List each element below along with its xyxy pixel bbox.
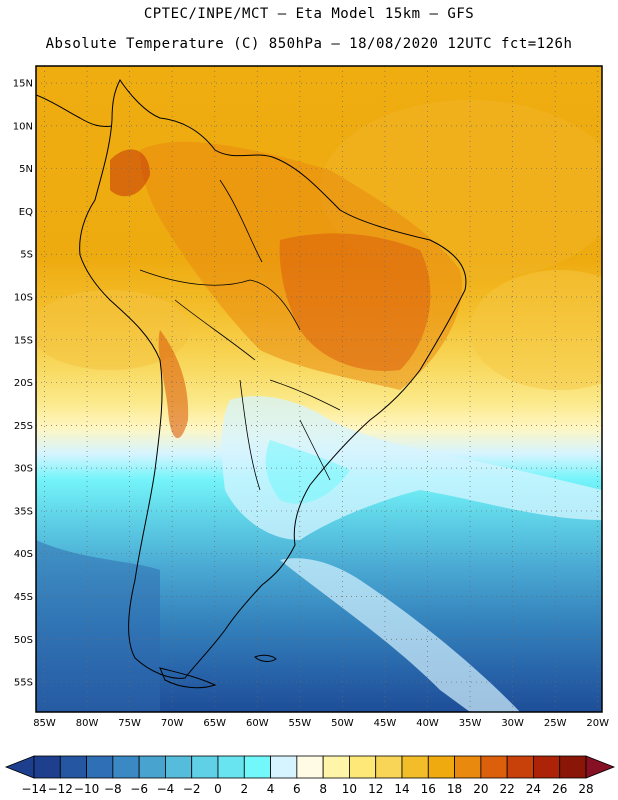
colorbar-label: 28: [578, 782, 593, 796]
colorbar-swatch: [402, 756, 428, 778]
temperature-field: [30, 66, 618, 712]
colorbar-swatch: [87, 756, 113, 778]
lat-label: 45S: [14, 592, 33, 603]
colorbar-label: −6: [130, 782, 148, 796]
colorbar: [6, 756, 614, 778]
lon-label: 25W: [544, 718, 567, 729]
lon-label: 50W: [331, 718, 354, 729]
colorbar-label: −10: [74, 782, 99, 796]
colorbar-swatch: [349, 756, 375, 778]
lat-label: 10N: [13, 121, 33, 132]
colorbar-label: 22: [500, 782, 515, 796]
colorbar-label: 24: [526, 782, 541, 796]
colorbar-swatch: [560, 756, 586, 778]
lon-label: 70W: [161, 718, 184, 729]
lon-label: 85W: [33, 718, 56, 729]
field-cold-pacific: [36, 540, 160, 712]
colorbar-label: 2: [240, 782, 248, 796]
colorbar-label: 12: [368, 782, 383, 796]
colorbar-label: 0: [214, 782, 222, 796]
lat-label: 5S: [20, 250, 33, 261]
colorbar-label: −12: [48, 782, 73, 796]
lon-label: 40W: [416, 718, 439, 729]
lon-label: 35W: [459, 718, 482, 729]
figure: 15N 10N 5N EQ 5S 10S 15S 20S 25S 30S 35S 40S 45S 50S 5…: [0, 0, 618, 800]
lon-label: 65W: [203, 718, 226, 729]
colorbar-swatch: [481, 756, 507, 778]
lon-label: 20W: [586, 718, 609, 729]
lon-label: 45W: [374, 718, 397, 729]
colorbar-label: 20: [473, 782, 488, 796]
colorbar-swatch: [455, 756, 481, 778]
longitude-labels: 85W 80W 75W 70W 65W 60W 55W 50W 45W 40W 35W 30W 25W 2…: [33, 718, 609, 729]
lon-label: 60W: [246, 718, 269, 729]
colorbar-swatch: [376, 756, 402, 778]
colorbar-swatch: [34, 756, 60, 778]
lat-label: 50S: [14, 635, 33, 646]
colorbar-swatch: [428, 756, 454, 778]
lat-label: 55S: [14, 678, 33, 689]
lat-label: 30S: [14, 464, 33, 475]
colorbar-label: 8: [319, 782, 327, 796]
colorbar-swatch: [165, 756, 191, 778]
colorbar-swatch: [507, 756, 533, 778]
colorbar-label: 26: [552, 782, 567, 796]
lat-label: 20S: [14, 378, 33, 389]
lon-label: 55W: [289, 718, 312, 729]
colorbar-swatch: [60, 756, 86, 778]
latitude-labels: 15N 10N 5N EQ 5S 10S 15S 20S 25S 30S 35S 40S 45S 50S 5…: [13, 79, 33, 689]
lat-label: 25S: [14, 421, 33, 432]
colorbar-swatch: [323, 756, 349, 778]
colorbar-swatch: [192, 756, 218, 778]
lat-label: 15S: [14, 335, 33, 346]
colorbar-label: 6: [293, 782, 301, 796]
colorbar-swatch: [244, 756, 270, 778]
colorbar-label: 18: [447, 782, 462, 796]
lon-label: 30W: [501, 718, 524, 729]
lat-label: EQ: [19, 207, 33, 218]
lon-label: 75W: [118, 718, 141, 729]
colorbar-label: 4: [267, 782, 275, 796]
colorbar-under-arrow: [6, 756, 34, 778]
colorbar-label: 10: [342, 782, 357, 796]
colorbar-swatch: [218, 756, 244, 778]
lat-label: 35S: [14, 506, 33, 517]
colorbar-label: 16: [421, 782, 436, 796]
lat-label: 5N: [19, 164, 33, 175]
colorbar-label: −14: [21, 782, 46, 796]
colorbar-swatch: [113, 756, 139, 778]
lat-label: 40S: [14, 549, 33, 560]
lat-label: 10S: [14, 293, 33, 304]
colorbar-swatch: [533, 756, 559, 778]
colorbar-label: 14: [394, 782, 409, 796]
colorbar-label: −4: [157, 782, 175, 796]
colorbar-labels: −14−12−10−8−6−4−202468101214161820222426…: [21, 782, 593, 796]
colorbar-over-arrow: [586, 756, 614, 778]
colorbar-swatch: [297, 756, 323, 778]
lon-label: 80W: [76, 718, 99, 729]
colorbar-swatch: [271, 756, 297, 778]
colorbar-label: −2: [183, 782, 201, 796]
lat-label: 15N: [13, 79, 33, 90]
colorbar-label: −8: [104, 782, 122, 796]
colorbar-swatch: [139, 756, 165, 778]
